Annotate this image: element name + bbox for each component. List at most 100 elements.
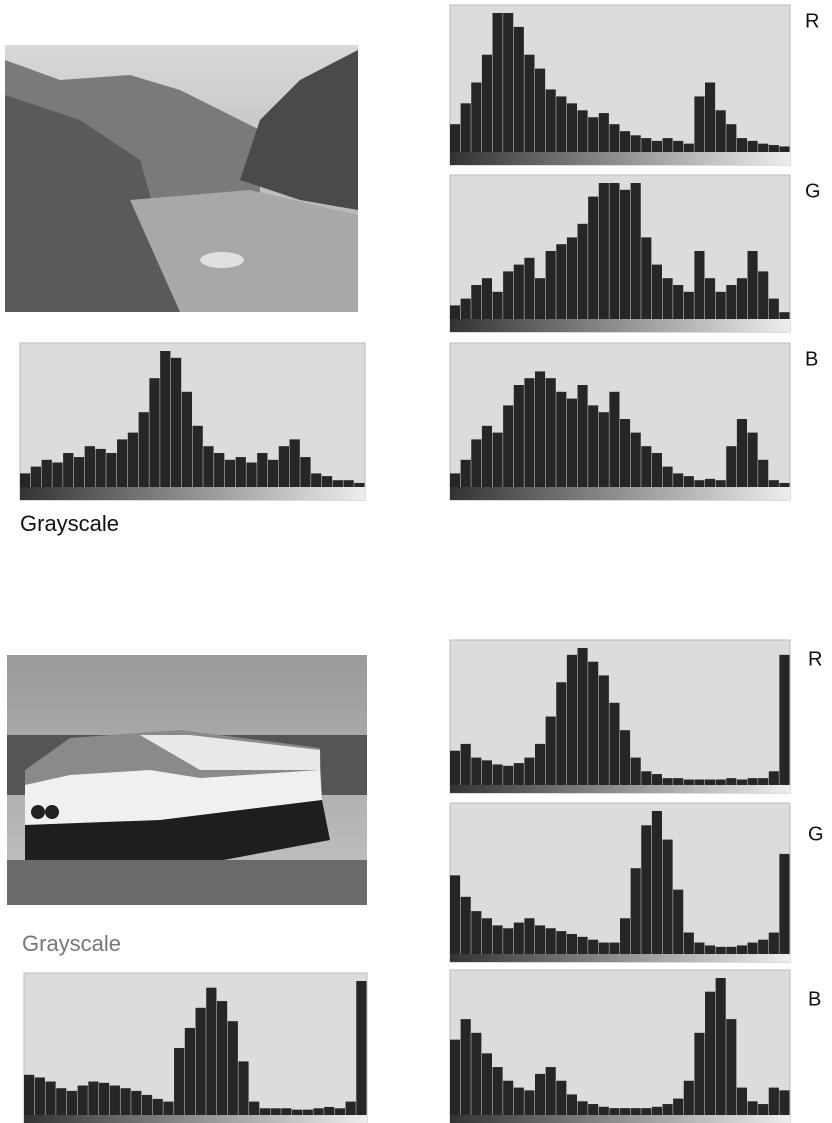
histogram-bar (694, 96, 704, 152)
histogram-bar (482, 760, 492, 785)
histogram-bar (716, 947, 726, 954)
histogram-bar (471, 1033, 481, 1115)
histogram-bar (620, 918, 630, 954)
histogram-bar (514, 923, 524, 954)
histogram-bar (609, 943, 619, 954)
histogram-bar (631, 183, 641, 319)
histogram-bar (641, 446, 651, 487)
histogram-bar (769, 1088, 779, 1115)
histogram-bar (246, 463, 256, 487)
histogram-bar (716, 978, 726, 1115)
histogram-bar (300, 457, 310, 487)
histogram-bar (556, 244, 566, 319)
histogram-bar (182, 392, 192, 487)
histogram-bar (684, 780, 694, 785)
histogram-bar (333, 480, 343, 487)
histogram-bar (726, 1019, 736, 1115)
histogram-bar (631, 1108, 641, 1115)
histogram-bar (556, 931, 566, 954)
histogram-bar (769, 480, 779, 487)
histogram-bar (567, 237, 577, 319)
histogram-bar (599, 113, 609, 152)
histogram-bar (748, 141, 758, 152)
histogram-bar (271, 1108, 281, 1115)
histogram-bar (106, 453, 116, 487)
histogram-bar (535, 278, 545, 319)
histogram-bar (482, 1053, 492, 1115)
histogram-bar (322, 476, 332, 487)
histogram-bar (260, 1108, 270, 1115)
histogram-bar (758, 940, 768, 954)
histogram-bar (578, 1101, 588, 1115)
histogram-bar (461, 744, 471, 785)
histogram-bar (236, 457, 246, 487)
histogram-bar (482, 918, 492, 954)
histogram-bar (758, 271, 768, 319)
histogram-bar (128, 433, 138, 487)
histogram-bar (588, 1104, 598, 1115)
histogram-bar (524, 1090, 534, 1115)
histogram-bar (56, 1088, 66, 1115)
histogram-bar (620, 131, 630, 152)
histogram-bar (663, 840, 673, 954)
histogram-bar (450, 875, 460, 954)
histogram-bar (514, 385, 524, 487)
histogram-bar (503, 766, 513, 785)
histogram-bar (214, 453, 224, 487)
histogram-bar (620, 190, 630, 319)
histogram-bar (292, 1110, 302, 1115)
histogram-bar (652, 453, 662, 487)
histogram-bar (461, 103, 471, 152)
histogram-bar (514, 1088, 524, 1115)
histogram-bar (716, 292, 726, 319)
histogram-bar (716, 780, 726, 785)
histogram-bar (149, 378, 159, 487)
histogram-bar (120, 1088, 130, 1115)
histogram-bar (471, 911, 481, 954)
histogram-bar (684, 1081, 694, 1115)
histogram-bar (748, 251, 758, 319)
figure: GrayscaleRGBGrayscaleRGB (0, 0, 832, 1123)
histogram-bar (556, 96, 566, 152)
histogram-bar (567, 399, 577, 487)
histogram-bar (684, 933, 694, 954)
histogram-bar (663, 1104, 673, 1115)
histogram-bar (652, 774, 662, 785)
histogram-bar (684, 292, 694, 319)
intensity-strip (450, 152, 790, 165)
histogram-bar (78, 1086, 88, 1115)
histogram-bar (588, 117, 598, 152)
histogram-bar (737, 780, 747, 785)
histogram-bar (673, 1099, 683, 1115)
histogram-bar (117, 439, 127, 487)
histogram-bar (673, 285, 683, 319)
histogram-bar (620, 419, 630, 487)
histogram-bar (641, 771, 651, 785)
histogram-bar (88, 1082, 98, 1116)
histogram-bar (450, 1040, 460, 1115)
histogram-bar (63, 453, 73, 487)
histogram-bar (694, 1033, 704, 1115)
histogram-bar (131, 1091, 141, 1115)
histogram-bar (482, 426, 492, 487)
histogram-bar (694, 943, 704, 954)
histogram-bar (694, 480, 704, 487)
histogram-bar (599, 1107, 609, 1115)
histogram-bar (471, 83, 481, 153)
histogram-bar (737, 419, 747, 487)
histogram-bar (493, 925, 503, 954)
histogram-bar (228, 1021, 238, 1115)
histogram-bar (524, 258, 534, 319)
histogram-bar (450, 751, 460, 785)
histogram-bar (609, 703, 619, 785)
histogram-bar (206, 988, 216, 1115)
histogram-bar (567, 103, 577, 152)
histogram-bar (249, 1102, 259, 1115)
histogram-bar (726, 124, 736, 152)
histogram-bar (737, 278, 747, 319)
histogram-bar (546, 89, 556, 152)
histogram-bar (343, 480, 353, 487)
histogram-bar (663, 138, 673, 152)
histogram-bar (546, 717, 556, 786)
histogram-bar (705, 780, 715, 785)
